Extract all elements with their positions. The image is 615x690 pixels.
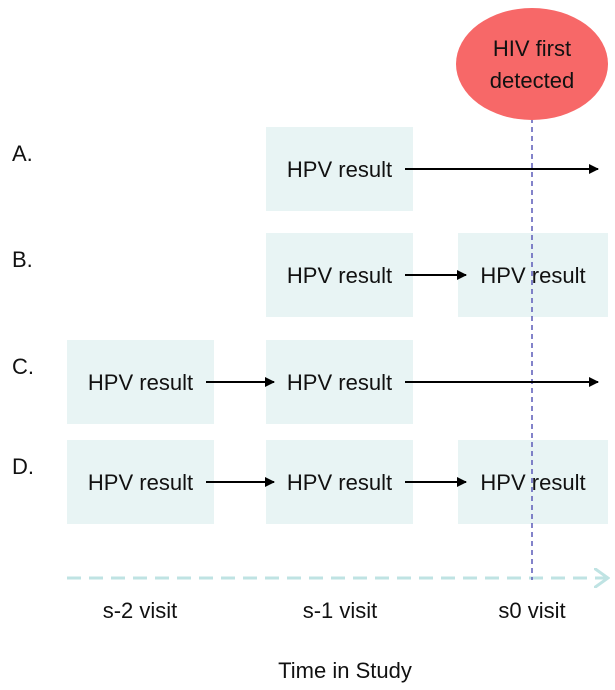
- box-text: HPV result: [287, 263, 392, 288]
- visit-label: s0 visit: [498, 598, 565, 623]
- row-label: C.: [12, 354, 34, 379]
- box-text: HPV result: [480, 263, 585, 288]
- marker-text: HIV first: [493, 36, 571, 61]
- box-text: HPV result: [287, 470, 392, 495]
- box-text: HPV result: [287, 370, 392, 395]
- box-text: HPV result: [480, 470, 585, 495]
- result-box: [67, 440, 214, 524]
- marker-text: detected: [490, 68, 574, 93]
- box-text: HPV result: [88, 370, 193, 395]
- box-text: HPV result: [287, 157, 392, 182]
- visit-label: s-2 visit: [103, 598, 178, 623]
- result-box: [266, 340, 413, 424]
- row-label: D.: [12, 454, 34, 479]
- result-box: [458, 233, 608, 317]
- hiv-marker: [456, 8, 608, 120]
- result-box: [266, 440, 413, 524]
- axis-title: Time in Study: [278, 658, 412, 683]
- row-label: A.: [12, 141, 33, 166]
- boxes: [67, 127, 608, 524]
- result-box: [266, 127, 413, 211]
- result-box: [67, 340, 214, 424]
- row-label: B.: [12, 247, 33, 272]
- result-box: [458, 440, 608, 524]
- result-box: [266, 233, 413, 317]
- visit-label: s-1 visit: [303, 598, 378, 623]
- box-text: HPV result: [88, 470, 193, 495]
